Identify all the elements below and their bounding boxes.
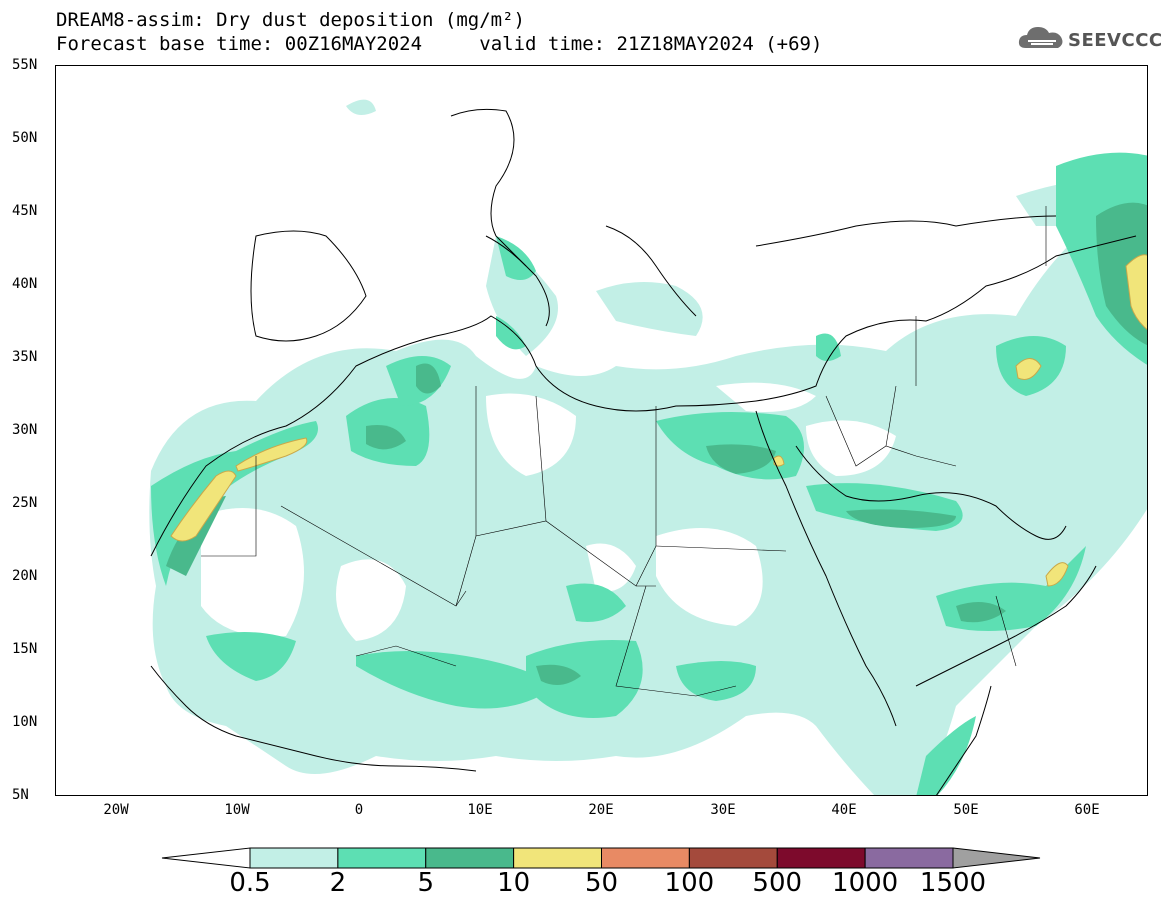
dust-deposition-map (149, 99, 1147, 795)
colorbar-level-label: 50 (584, 868, 619, 898)
lat-tick-10n: 10N (12, 714, 38, 730)
lon-tick-20w: 20W (103, 802, 129, 818)
country-borders (201, 206, 1047, 697)
colorbar (161, 847, 1041, 869)
colorbar-cell (249, 847, 339, 869)
seevccc-logo: SEEVCCC (1016, 22, 1162, 58)
lat-tick-40n: 40N (12, 276, 38, 292)
colorbar-cell (601, 847, 690, 869)
colorbar-level-label: 100 (664, 868, 715, 898)
base-time-label: Forecast base time: 00Z16MAY2024 (56, 33, 423, 55)
colorbar-high-arrow (952, 847, 1041, 869)
colorbar-cells (249, 847, 954, 869)
colorbar-level-label: 2 (329, 868, 347, 898)
lon-tick-40e: 40E (831, 802, 857, 818)
colorbar-cell (864, 847, 954, 869)
map-title: DREAM8-assim: Dry dust deposition (mg/m²… (56, 9, 525, 31)
lat-tick-50n: 50N (12, 130, 38, 146)
lon-tick-20e: 20E (588, 802, 614, 818)
colorbar-level-label: 1000 (832, 868, 899, 898)
logo-text: SEEVCCC (1068, 30, 1163, 51)
colorbar-level-label: 1500 (919, 868, 987, 898)
shading-level-10 (170, 254, 1147, 587)
lon-tick-50e: 50E (953, 802, 979, 818)
colorbar-cell (337, 847, 427, 869)
cloud-icon (1018, 27, 1063, 48)
lat-tick-30n: 30N (12, 422, 38, 438)
lon-tick-10e: 10E (467, 802, 493, 818)
lon-tick-0: 0 (354, 802, 364, 818)
lat-tick-55n: 55N (12, 57, 38, 73)
lon-tick-10w: 10W (224, 802, 250, 818)
colorbar-cell (776, 847, 866, 869)
lon-tick-60e: 60E (1074, 802, 1100, 818)
map-subtitle: Forecast base time: 00Z16MAY2024 valid t… (56, 34, 822, 54)
lat-tick-15n: 15N (12, 641, 38, 657)
lat-tick-35n: 35N (12, 349, 38, 365)
lat-tick-45n: 45N (12, 203, 38, 219)
lat-tick-20n: 20N (12, 568, 38, 584)
colorbar-low-arrow (161, 847, 251, 869)
colorbar-level-label: 500 (752, 868, 803, 898)
map-panel[interactable] (55, 65, 1148, 796)
colorbar-cell (513, 847, 602, 869)
colorbar-level-label: 10 (497, 868, 531, 898)
colorbar-cell (425, 847, 515, 869)
lat-tick-25n: 25N (12, 495, 38, 511)
valid-time-label: valid time: 21Z18MAY2024 (+69) (479, 33, 823, 55)
colorbar-level-label: 5 (417, 868, 435, 898)
colorbar-level-label: 0.5 (229, 868, 271, 898)
coastlines (150, 108, 1137, 795)
lat-tick-5n: 5N (12, 787, 29, 803)
colorbar-cell (688, 847, 778, 869)
lon-tick-30e: 30E (710, 802, 736, 818)
